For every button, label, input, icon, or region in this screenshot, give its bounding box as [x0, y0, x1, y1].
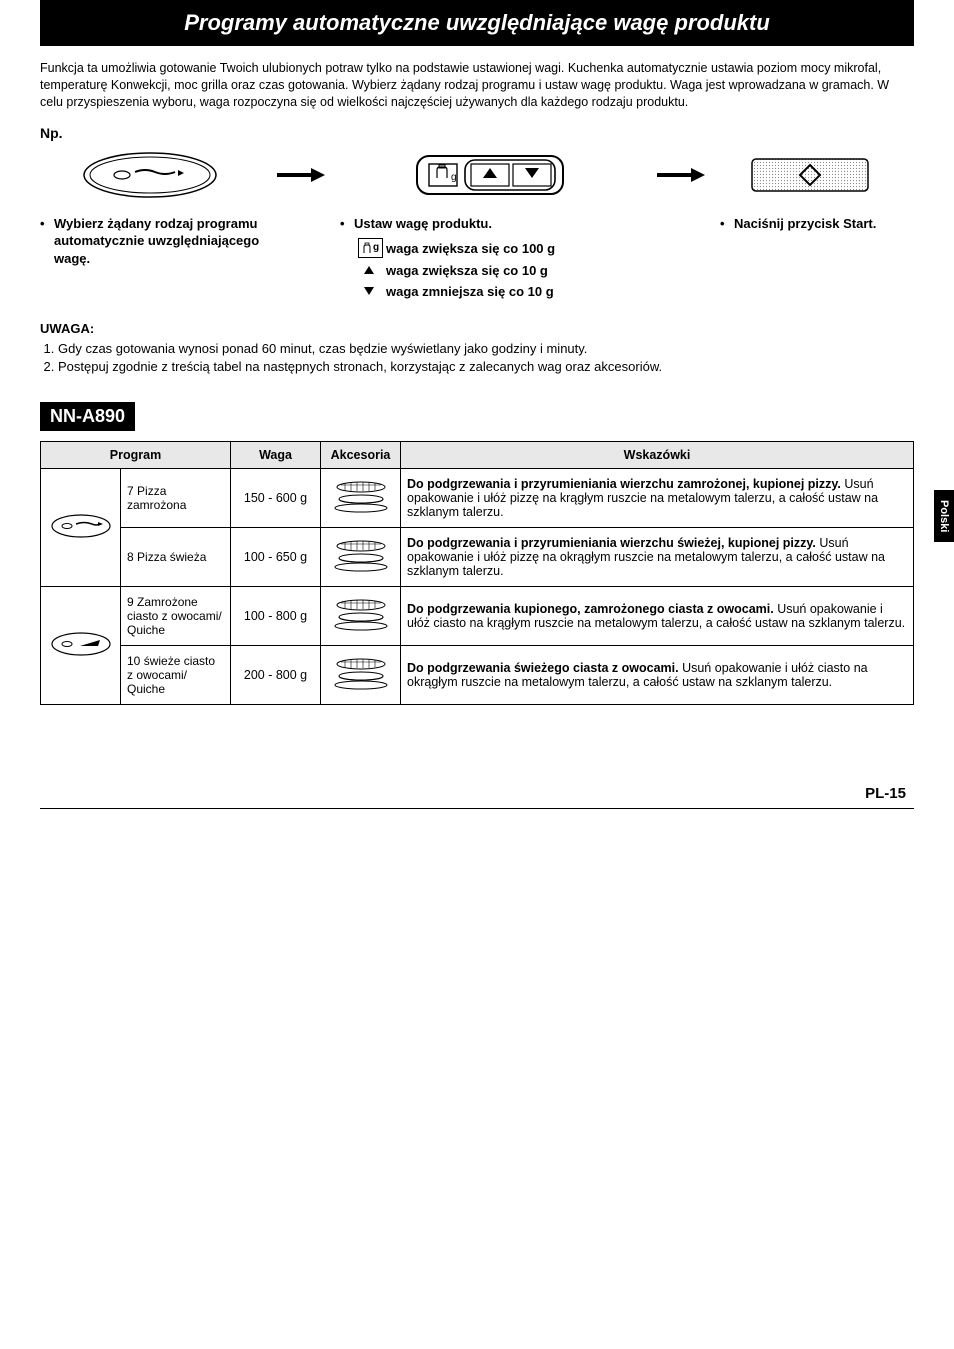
weight-symbol-icon: g	[358, 238, 380, 261]
example-label: Np.	[40, 125, 914, 141]
step-2-text: Ustaw wagę produktu.	[340, 215, 640, 233]
step-3-text: Naciśnij przycisk Start.	[720, 215, 900, 233]
th-program: Program	[41, 441, 231, 468]
program-table: Program Waga Akcesoria Wskazówki	[40, 441, 914, 705]
program-hint: Do podgrzewania kupionego, zamrożonego c…	[401, 586, 914, 645]
program-name: 10 świeże ciasto z owocami/ Quiche	[121, 645, 231, 704]
arrow-icon-1	[270, 145, 330, 205]
program-hint: Do podgrzewania i przyrumieniania wierzc…	[401, 468, 914, 527]
dial-icon	[40, 145, 260, 205]
step-2-sub2: waga zwiększa się co 10 g	[386, 261, 548, 282]
category-icon-quiche	[41, 586, 121, 704]
th-waga: Waga	[231, 441, 321, 468]
weight-buttons-icon: g	[340, 145, 640, 205]
program-name: 9 Zamrożone ciasto z owocami/ Quiche	[121, 586, 231, 645]
th-akcesoria: Akcesoria	[321, 441, 401, 468]
program-weight: 100 - 650 g	[231, 527, 321, 586]
notice-title: UWAGA:	[40, 321, 914, 336]
program-hint: Do podgrzewania świeżego ciasta z owocam…	[401, 645, 914, 704]
program-name: 8 Pizza świeża	[121, 527, 231, 586]
table-row: 10 świeże ciasto z owocami/ Quiche 200 -…	[41, 645, 914, 704]
up-triangle-icon	[358, 261, 380, 282]
step-2-sub3: waga zmniejsza się co 10 g	[386, 282, 554, 303]
step-2-sublines: g waga zwiększa się co 100 g waga zwięks…	[340, 238, 640, 302]
arrow-icon-2	[650, 145, 710, 205]
table-row: 7 Pizza zamrożona 150 - 600 g Do	[41, 468, 914, 527]
svg-text:g: g	[451, 172, 457, 183]
start-button-icon	[720, 145, 900, 205]
accessory-icon	[321, 586, 401, 645]
page-number: PL-15	[40, 785, 914, 802]
notice-item-1: Gdy czas gotowania wynosi ponad 60 minut…	[58, 340, 914, 358]
step-1: Wybierz żądany rodzaj programu automatyc…	[40, 145, 260, 268]
footer-rule	[40, 808, 914, 809]
th-wskazowki: Wskazówki	[401, 441, 914, 468]
program-weight: 100 - 800 g	[231, 586, 321, 645]
page-title: Programy automatyczne uwzględniające wag…	[40, 0, 914, 46]
accessory-icon	[321, 645, 401, 704]
table-row: 9 Zamrożone ciasto z owocami/ Quiche 100…	[41, 586, 914, 645]
down-triangle-icon	[358, 282, 380, 303]
model-badge: NN-A890	[40, 402, 135, 431]
notice-item-2: Postępuj zgodnie z treścią tabel na nast…	[58, 358, 914, 376]
language-tab: Polski	[934, 490, 954, 542]
program-name: 7 Pizza zamrożona	[121, 468, 231, 527]
accessory-icon	[321, 527, 401, 586]
notice-block: UWAGA: Gdy czas gotowania wynosi ponad 6…	[40, 321, 914, 376]
step-1-text: Wybierz żądany rodzaj programu automatyc…	[40, 215, 260, 268]
program-weight: 200 - 800 g	[231, 645, 321, 704]
table-row: 8 Pizza świeża 100 - 650 g Do pod	[41, 527, 914, 586]
accessory-icon	[321, 468, 401, 527]
intro-paragraph: Funkcja ta umożliwia gotowanie Twoich ul…	[40, 60, 914, 111]
program-hint: Do podgrzewania i przyrumieniania wierzc…	[401, 527, 914, 586]
step-2: g Ustaw wagę produktu. g	[340, 145, 640, 303]
step-2-sub1: waga zwiększa się co 100 g	[386, 239, 555, 260]
program-weight: 150 - 600 g	[231, 468, 321, 527]
category-icon-pizza	[41, 468, 121, 586]
steps-row: Wybierz żądany rodzaj programu automatyc…	[40, 145, 914, 303]
step-3: Naciśnij przycisk Start.	[720, 145, 900, 233]
